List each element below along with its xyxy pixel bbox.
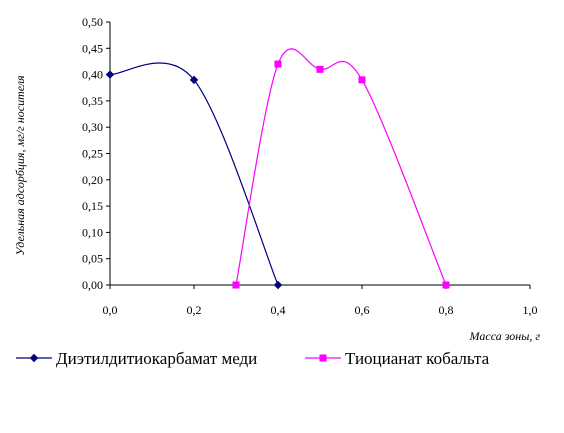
x-axis-ticks: 0,0 0,2 0,4 0,6 0,8 1,0	[103, 285, 538, 317]
series-line	[109, 62, 279, 286]
x-tick-label: 0,8	[439, 303, 454, 317]
series-2	[232, 48, 450, 289]
x-tick-label: 0,0	[103, 303, 118, 317]
y-tick-label: 0,20	[82, 173, 103, 187]
data-point	[189, 75, 199, 85]
series-1	[105, 62, 283, 290]
y-tick-label: 0,05	[82, 252, 103, 266]
legend-label: Тиоцианат кобальта	[345, 349, 490, 368]
y-tick-label: 0,25	[82, 147, 103, 161]
legend: Диэтилдитиокарбамат меди Тиоцианат кобаль…	[16, 349, 490, 368]
data-point	[232, 281, 240, 289]
y-tick-label: 0,50	[82, 15, 103, 29]
y-tick-label: 0,35	[82, 94, 103, 108]
legend-item: Тиоцианат кобальта	[305, 349, 490, 368]
series-line	[235, 48, 447, 286]
y-axis-title: Удельная адсорбция, мг/г носителя	[13, 75, 27, 256]
data-point	[273, 280, 283, 290]
legend-item: Диэтилдитиокарбамат меди	[16, 349, 257, 368]
x-tick-label: 0,4	[271, 303, 286, 317]
y-tick-label: 0,40	[82, 68, 103, 82]
x-tick-label: 0,2	[187, 303, 202, 317]
data-point	[274, 60, 282, 68]
y-tick-label: 0,00	[82, 278, 103, 292]
y-tick-label: 0,45	[82, 41, 103, 55]
legend-marker	[29, 353, 39, 363]
x-tick-label: 0,6	[355, 303, 370, 317]
y-tick-label: 0,15	[82, 199, 103, 213]
data-point	[105, 70, 115, 79]
legend-marker	[319, 354, 327, 362]
x-axis-title: Масса зоны, г	[469, 329, 541, 343]
data-point	[442, 281, 450, 289]
y-tick-label: 0,30	[82, 120, 103, 134]
axes	[109, 22, 530, 286]
series-layer	[105, 48, 450, 290]
data-point	[358, 76, 366, 84]
y-axis-ticks: 0,00 0,05 0,10 0,15 0,20 0,25 0,30 0,35 0,40 0,45…	[82, 15, 110, 292]
legend-label: Диэтилдитиокарбамат меди	[56, 349, 257, 368]
data-point	[316, 65, 324, 73]
y-tick-label: 0,10	[82, 225, 103, 239]
x-tick-label: 1,0	[523, 303, 538, 317]
